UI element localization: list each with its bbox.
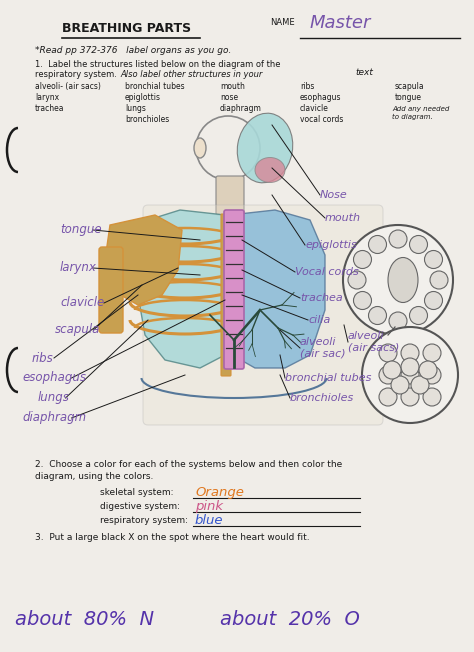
Circle shape: [343, 225, 453, 335]
Circle shape: [379, 344, 397, 362]
Circle shape: [419, 361, 437, 379]
Text: bronchioles: bronchioles: [290, 393, 354, 403]
Circle shape: [348, 271, 366, 289]
Text: NAME: NAME: [270, 18, 295, 27]
Text: Also label other structures in your: Also label other structures in your: [120, 70, 265, 79]
Text: alveoli
(air sac): alveoli (air sac): [300, 337, 346, 359]
Circle shape: [425, 250, 443, 269]
Text: mouth: mouth: [220, 82, 245, 91]
Text: about  20%  O: about 20% O: [220, 610, 360, 629]
Text: ribs: ribs: [32, 351, 54, 364]
Text: larynx: larynx: [60, 261, 97, 274]
Text: diagram, using the colors.: diagram, using the colors.: [35, 472, 154, 481]
Text: BREATHING PARTS: BREATHING PARTS: [62, 22, 191, 35]
Circle shape: [401, 344, 419, 362]
Text: scapula: scapula: [55, 323, 100, 336]
Circle shape: [410, 306, 428, 325]
Text: diaphragm: diaphragm: [22, 411, 86, 424]
Circle shape: [425, 291, 443, 310]
Text: epiglottis: epiglottis: [125, 93, 161, 102]
Text: clavicle: clavicle: [300, 104, 329, 113]
Text: *Read pp 372-376   label organs as you go.: *Read pp 372-376 label organs as you go.: [35, 46, 231, 55]
Text: skeletal system:: skeletal system:: [100, 488, 173, 497]
Circle shape: [423, 388, 441, 406]
FancyBboxPatch shape: [99, 247, 123, 333]
Text: respiratory system.: respiratory system.: [35, 70, 122, 79]
FancyBboxPatch shape: [221, 214, 231, 376]
Text: clavicle: clavicle: [60, 297, 104, 310]
FancyBboxPatch shape: [216, 176, 244, 215]
Text: bronchioles: bronchioles: [125, 115, 169, 124]
Text: scapula: scapula: [395, 82, 425, 91]
Polygon shape: [105, 215, 182, 305]
Ellipse shape: [255, 158, 285, 183]
Circle shape: [391, 376, 409, 394]
Circle shape: [362, 327, 458, 423]
Text: lungs: lungs: [125, 104, 146, 113]
Circle shape: [368, 235, 386, 254]
Text: 2.  Choose a color for each of the systems below and then color the: 2. Choose a color for each of the system…: [35, 460, 342, 469]
Circle shape: [401, 358, 419, 376]
Text: cilia: cilia: [308, 315, 330, 325]
Text: diaphragm: diaphragm: [220, 104, 262, 113]
Circle shape: [401, 388, 419, 406]
Circle shape: [383, 361, 401, 379]
Text: text: text: [355, 68, 373, 77]
Circle shape: [354, 250, 372, 269]
Text: esophagus: esophagus: [300, 93, 341, 102]
FancyBboxPatch shape: [224, 210, 244, 369]
Circle shape: [389, 230, 407, 248]
Text: blue: blue: [195, 514, 224, 527]
Text: Master: Master: [310, 14, 371, 32]
Text: pink: pink: [195, 500, 223, 513]
Circle shape: [389, 312, 407, 330]
Circle shape: [401, 366, 419, 384]
Text: Add any needed
to diagram.: Add any needed to diagram.: [392, 106, 449, 120]
Text: 1.  Label the structures listed below on the diagram of the: 1. Label the structures listed below on …: [35, 60, 281, 69]
Text: ribs: ribs: [300, 82, 314, 91]
Ellipse shape: [388, 258, 418, 303]
Text: epiglottis: epiglottis: [305, 240, 357, 250]
Text: tongue: tongue: [395, 93, 422, 102]
Circle shape: [430, 271, 448, 289]
Circle shape: [411, 376, 429, 394]
Text: trachea: trachea: [35, 104, 64, 113]
Text: bronchial tubes: bronchial tubes: [125, 82, 185, 91]
Text: digestive system:: digestive system:: [100, 502, 180, 511]
Circle shape: [423, 344, 441, 362]
Text: Nose: Nose: [320, 190, 348, 200]
Text: 3.  Put a large black X on the spot where the heart would fit.: 3. Put a large black X on the spot where…: [35, 533, 310, 542]
Circle shape: [379, 366, 397, 384]
Text: nose: nose: [220, 93, 238, 102]
Text: lungs: lungs: [38, 391, 70, 404]
Text: trachea: trachea: [300, 293, 343, 303]
Text: respiratory system:: respiratory system:: [100, 516, 188, 525]
Polygon shape: [225, 210, 325, 368]
Text: alveoli
(air sacs): alveoli (air sacs): [348, 331, 400, 353]
Circle shape: [410, 235, 428, 254]
FancyBboxPatch shape: [143, 205, 383, 425]
Text: mouth: mouth: [325, 213, 361, 223]
Text: esophagus: esophagus: [22, 372, 86, 385]
Circle shape: [368, 306, 386, 325]
Text: larynx: larynx: [35, 93, 59, 102]
Text: bronchial tubes: bronchial tubes: [285, 373, 371, 383]
Text: alveoli- (air sacs): alveoli- (air sacs): [35, 82, 101, 91]
Polygon shape: [138, 210, 225, 368]
Circle shape: [379, 388, 397, 406]
Circle shape: [354, 291, 372, 310]
Text: about  80%  N: about 80% N: [15, 610, 154, 629]
Text: Vocal cords: Vocal cords: [295, 267, 359, 277]
Text: vocal cords: vocal cords: [300, 115, 343, 124]
Text: tongue: tongue: [60, 224, 101, 237]
Ellipse shape: [194, 138, 206, 158]
Text: Orange: Orange: [195, 486, 244, 499]
Circle shape: [423, 366, 441, 384]
Ellipse shape: [237, 113, 293, 183]
